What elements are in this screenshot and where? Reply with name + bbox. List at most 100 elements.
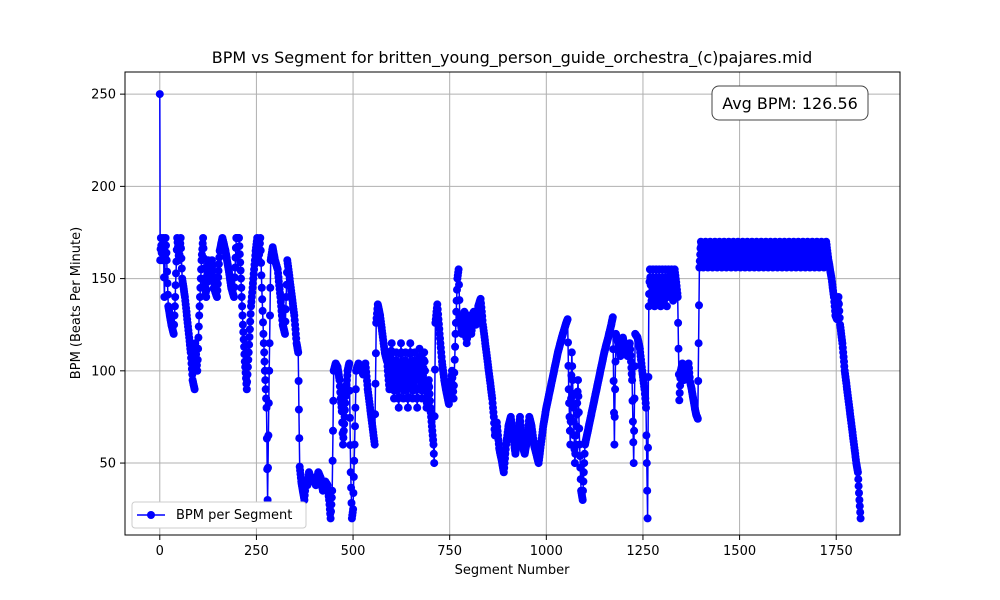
data-point: [429, 440, 438, 449]
data-point: [214, 273, 223, 282]
y-tick-label: 100: [91, 364, 116, 379]
data-point: [694, 377, 703, 385]
data-point: [662, 302, 671, 311]
data-point: [238, 302, 247, 311]
data-point: [451, 342, 460, 351]
data-point: [327, 507, 335, 516]
data-point: [266, 283, 275, 292]
data-point: [572, 431, 581, 440]
data-point: [611, 357, 620, 366]
data-point: [406, 339, 415, 348]
data-point: [169, 329, 178, 338]
data-point: [238, 311, 247, 320]
data-point: [328, 456, 337, 465]
data-point: [403, 403, 412, 412]
data-point: [579, 486, 587, 495]
data-point: [454, 265, 463, 274]
data-point: [855, 496, 864, 504]
data-point: [371, 379, 380, 388]
data-point: [264, 431, 273, 440]
data-point: [329, 396, 338, 405]
data-point: [264, 463, 272, 472]
data-point: [570, 459, 579, 468]
data-point: [642, 459, 651, 468]
data-point: [327, 500, 336, 509]
data-point: [266, 311, 274, 320]
data-point: [430, 412, 439, 421]
data-point: [674, 344, 683, 353]
data-point: [370, 440, 379, 449]
data-point: [339, 426, 348, 435]
data-point: [695, 301, 703, 310]
data-point: [328, 486, 337, 495]
data-point: [628, 376, 637, 385]
data-point: [259, 329, 268, 338]
data-point: [625, 339, 634, 348]
data-point: [346, 413, 354, 422]
chart-title: BPM vs Segment for britten_young_person_…: [212, 48, 813, 68]
data-point: [673, 293, 682, 301]
data-point: [264, 399, 273, 408]
data-point: [235, 250, 244, 259]
data-point: [177, 264, 186, 273]
data-point: [196, 293, 204, 301]
data-point: [214, 266, 223, 275]
data-point: [450, 368, 459, 377]
data-point: [193, 355, 202, 364]
data-point: [630, 426, 639, 435]
data-point: [171, 281, 180, 290]
data-point: [243, 377, 252, 386]
data-point: [834, 300, 843, 308]
data-point: [235, 234, 243, 242]
data-point: [579, 468, 588, 477]
data-point: [172, 269, 180, 278]
data-point: [834, 293, 843, 301]
data-point: [394, 403, 403, 412]
data-point: [611, 385, 620, 394]
data-point: [564, 338, 572, 347]
data-point: [265, 366, 274, 375]
data-point: [261, 376, 270, 385]
y-tick-label: 150: [91, 272, 116, 287]
data-point: [628, 417, 637, 426]
data-point: [347, 499, 356, 507]
data-point: [350, 440, 359, 449]
data-point: [450, 355, 459, 364]
data-point: [215, 253, 224, 262]
data-point: [194, 322, 203, 331]
data-point: [630, 394, 639, 403]
data-point: [161, 234, 170, 242]
data-point: [455, 296, 464, 305]
data-point: [610, 440, 619, 449]
data-point: [693, 414, 702, 423]
data-point: [345, 386, 354, 395]
avg-annotation-text: Avg BPM: 126.56: [722, 94, 858, 113]
data-point: [244, 348, 253, 357]
data-point: [567, 348, 576, 357]
data-point: [242, 385, 251, 394]
x-tick-label: 250: [244, 544, 269, 559]
data-point: [431, 365, 439, 374]
data-point: [194, 333, 203, 342]
data-point: [630, 362, 639, 371]
data-point: [674, 318, 683, 327]
data-point: [643, 514, 652, 523]
legend-label: BPM per Segment: [176, 508, 292, 523]
data-point: [449, 381, 458, 390]
data-point: [413, 403, 422, 412]
data-point: [425, 389, 434, 398]
y-tick-label: 200: [91, 180, 116, 195]
data-point: [329, 426, 337, 435]
data-point: [675, 396, 684, 405]
data-point: [574, 408, 583, 417]
data-point: [835, 306, 844, 315]
data-point: [854, 475, 863, 484]
data-point: [449, 387, 458, 396]
data-point: [244, 355, 253, 364]
x-tick-label: 1250: [626, 544, 659, 559]
data-point: [236, 258, 245, 267]
data-point: [214, 260, 223, 269]
data-point: [243, 370, 252, 379]
x-tick-label: 0: [156, 544, 164, 559]
data-point: [259, 339, 268, 348]
